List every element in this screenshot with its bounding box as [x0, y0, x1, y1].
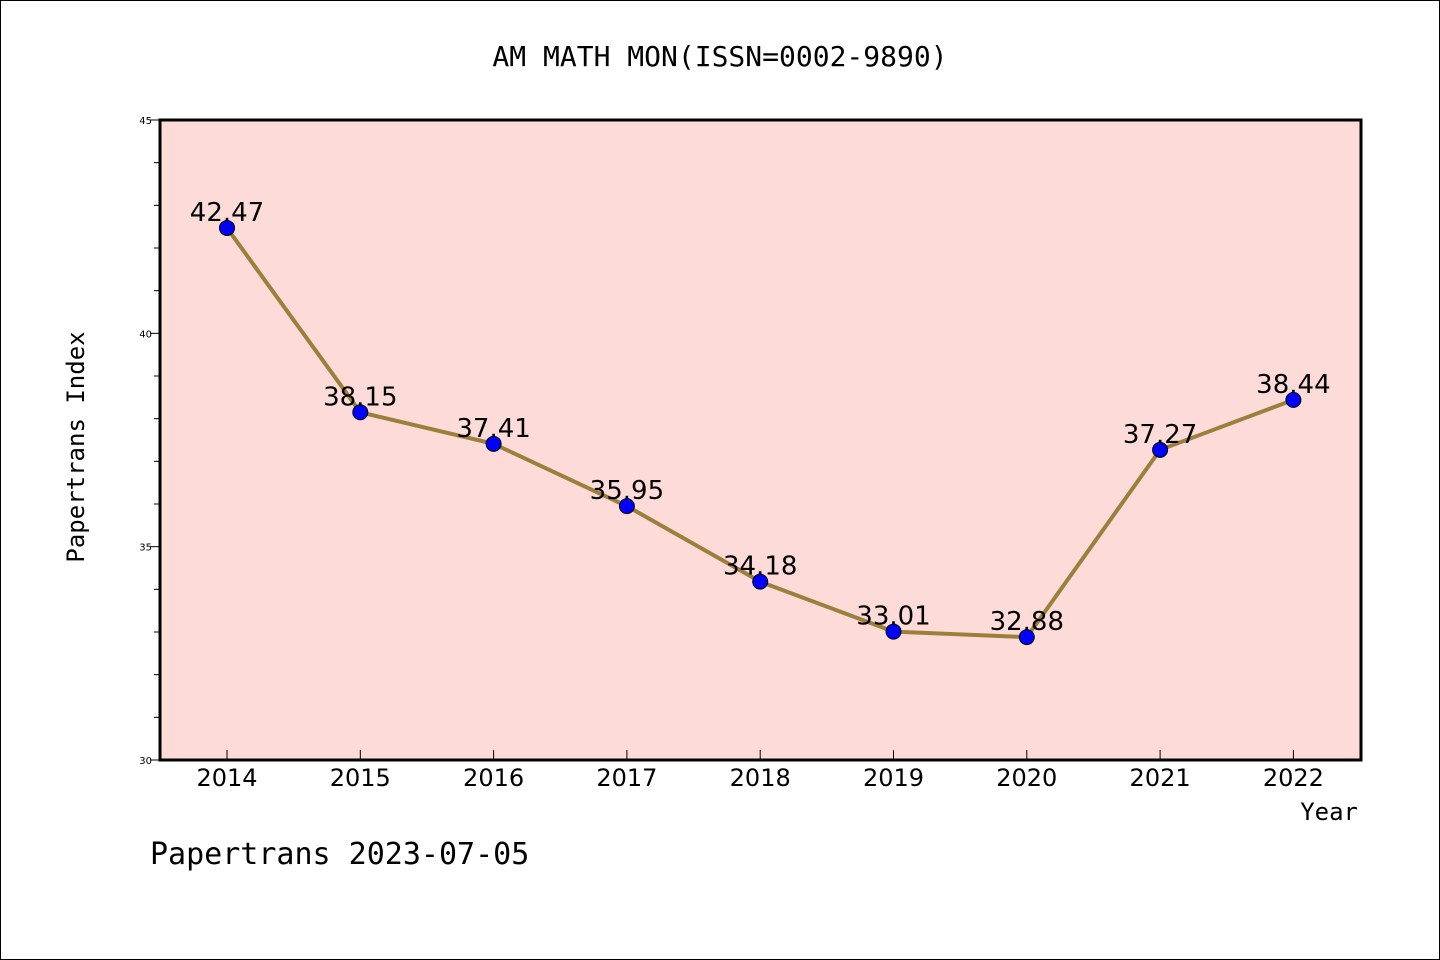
y-tick-label: 35 — [139, 543, 152, 554]
x-axis-label: Year — [1300, 798, 1358, 826]
data-label: 33.01 — [856, 602, 930, 632]
data-point — [1152, 441, 1169, 458]
x-tick-label: 2016 — [463, 764, 524, 792]
footer-credit: Papertrans 2023-07-05 — [150, 837, 529, 872]
data-label: 32.88 — [990, 607, 1064, 637]
data-point — [352, 404, 369, 421]
y-axis-label: Papertrans Index — [62, 331, 90, 562]
series-layer: 42.47 38.15 37.41 35.95 34.18 33.01 32.88 37.27… — [190, 198, 1331, 646]
data-label: 37.41 — [456, 414, 530, 444]
y-tick-label: 40 — [139, 329, 152, 340]
data-point — [752, 573, 769, 590]
data-label: 38.44 — [1256, 370, 1330, 400]
data-label: 38.15 — [323, 382, 397, 412]
x-tick-label: 2018 — [730, 764, 791, 792]
data-label: 37.27 — [1123, 420, 1197, 450]
chart-title: AM MATH MON(ISSN=0002-9890) — [492, 40, 947, 73]
data-point — [1285, 391, 1302, 408]
x-tick-label: 2017 — [596, 764, 657, 792]
y-tick-label: 30 — [139, 756, 152, 767]
y-tick-label: 45 — [139, 116, 152, 127]
data-label: 34.18 — [723, 552, 797, 582]
data-point — [219, 219, 235, 236]
data-label: 42.47 — [190, 198, 264, 228]
data-point — [885, 623, 902, 640]
x-tick-label: 2020 — [996, 764, 1057, 792]
plot-area — [158, 118, 1363, 762]
x-tick-label: 2022 — [1263, 764, 1324, 792]
x-tick-label: 2015 — [330, 764, 391, 792]
data-point — [1018, 629, 1035, 646]
data-point — [618, 498, 635, 515]
y-axis: 30 35 40 45 — [139, 116, 160, 767]
data-label: 35.95 — [590, 476, 664, 506]
data-point — [485, 435, 502, 452]
x-axis: 2014 2015 2016 2017 2018 2019 2020 2021 2022 — [196, 750, 1324, 792]
x-tick-label: 2021 — [1130, 764, 1191, 792]
x-tick-label: 2019 — [863, 764, 924, 792]
x-tick-label: 2014 — [196, 764, 257, 792]
